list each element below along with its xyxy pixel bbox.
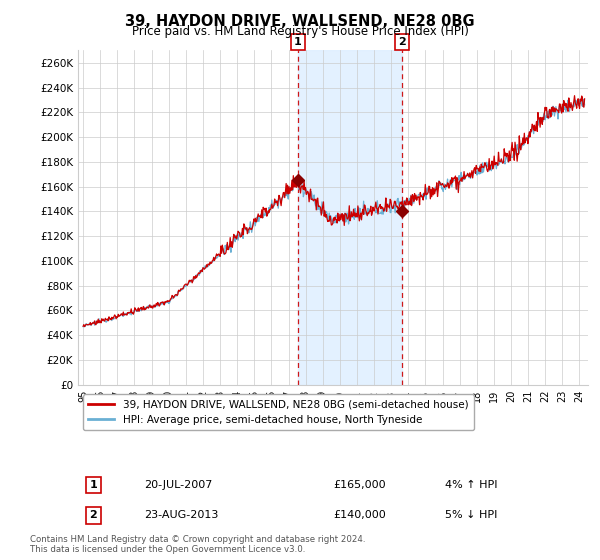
Text: 2: 2 bbox=[398, 37, 406, 47]
Text: £140,000: £140,000 bbox=[333, 510, 386, 520]
Text: 2: 2 bbox=[89, 510, 97, 520]
Text: 39, HAYDON DRIVE, WALLSEND, NE28 0BG: 39, HAYDON DRIVE, WALLSEND, NE28 0BG bbox=[125, 14, 475, 29]
Text: Price paid vs. HM Land Registry's House Price Index (HPI): Price paid vs. HM Land Registry's House … bbox=[131, 25, 469, 38]
Text: 4% ↑ HPI: 4% ↑ HPI bbox=[445, 480, 498, 490]
Bar bbox=[298, 50, 402, 385]
Text: 23-AUG-2013: 23-AUG-2013 bbox=[145, 510, 218, 520]
Text: Contains HM Land Registry data © Crown copyright and database right 2024.
This d: Contains HM Land Registry data © Crown c… bbox=[30, 535, 365, 554]
Text: £165,000: £165,000 bbox=[333, 480, 386, 490]
Text: 1: 1 bbox=[89, 480, 97, 490]
Text: 20-JUL-2007: 20-JUL-2007 bbox=[145, 480, 212, 490]
Text: 1: 1 bbox=[294, 37, 302, 47]
Legend: 39, HAYDON DRIVE, WALLSEND, NE28 0BG (semi-detached house), HPI: Average price, : 39, HAYDON DRIVE, WALLSEND, NE28 0BG (se… bbox=[83, 394, 473, 430]
Text: 5% ↓ HPI: 5% ↓ HPI bbox=[445, 510, 497, 520]
